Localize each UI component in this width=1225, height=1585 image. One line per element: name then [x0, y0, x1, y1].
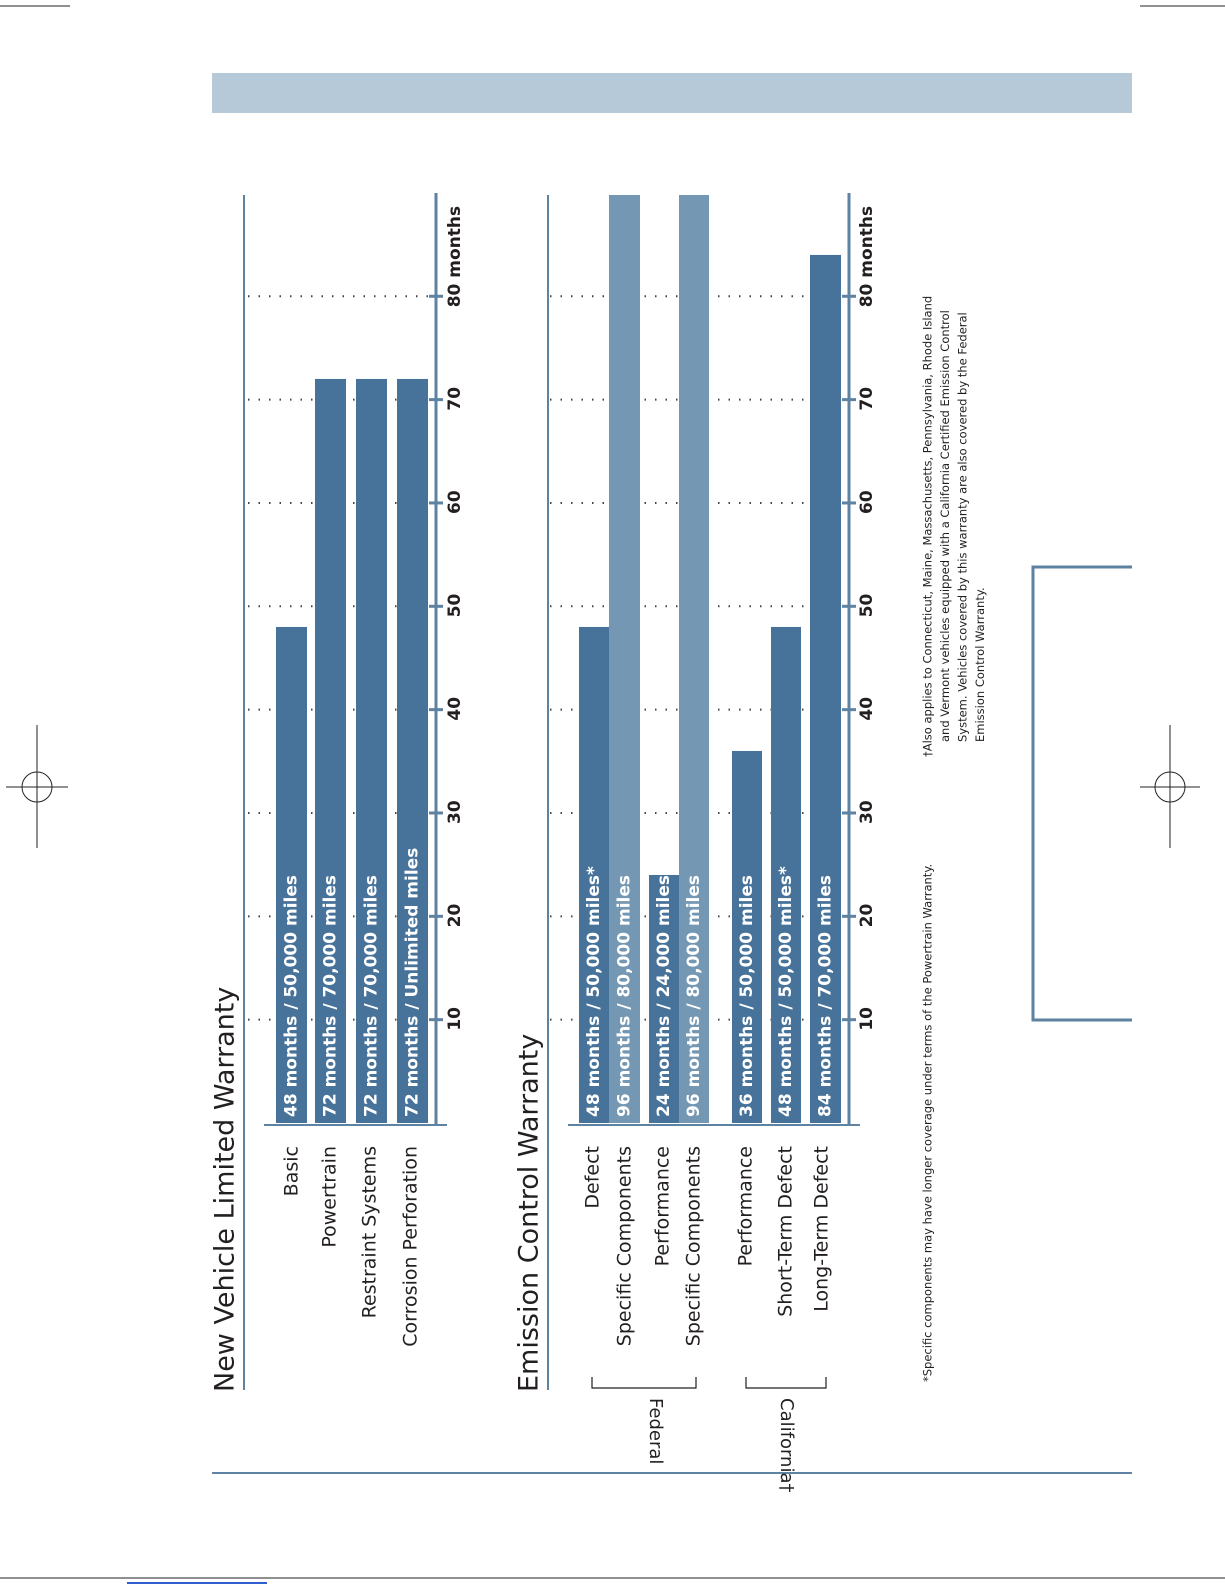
value-label: 36 months / 50,000 miles	[737, 875, 757, 1117]
bar	[356, 378, 387, 1123]
y-tick-label: 20	[857, 903, 877, 927]
bar	[771, 626, 801, 1123]
category-label: Performance	[652, 1146, 674, 1266]
value-label: 72 months / 70,000 miles	[362, 875, 382, 1117]
bar	[679, 195, 709, 1124]
value-label: 72 months / Unlimited miles	[403, 848, 423, 1117]
y-tick-label: 10	[445, 1007, 465, 1031]
y-tick-label: 70	[857, 387, 877, 411]
footnote-line: and Vermont vehicles equipped with a Cal…	[938, 310, 952, 742]
bar	[397, 378, 428, 1123]
y-tick-label: 10	[857, 1007, 877, 1031]
bar	[732, 750, 762, 1123]
header-band	[212, 73, 1132, 113]
category-label: Defect	[582, 1146, 604, 1209]
y-tick-label: 80 months	[445, 206, 465, 307]
y-tick-label: 30	[857, 800, 877, 824]
category-label: Specific Components	[683, 1146, 705, 1346]
category-label: Restraint Systems	[359, 1146, 381, 1318]
y-tick-label: 70	[445, 387, 465, 411]
value-label: 72 months / 70,000 miles	[321, 875, 341, 1117]
category-label: Basic	[281, 1146, 303, 1196]
chart-title: New Vehicle Limited Warranty	[210, 987, 241, 1392]
y-tick-label: 20	[445, 903, 465, 927]
category-label: Specific Components	[614, 1146, 636, 1346]
footnote: *Specific components may have longer cov…	[921, 864, 935, 1382]
group-label: California†	[776, 1398, 797, 1492]
footnote-line: Emission Control Warranty.	[973, 587, 987, 742]
value-label: 48 months / 50,000 miles*	[776, 866, 796, 1117]
category-label: Powertrain	[319, 1146, 341, 1248]
y-tick-label: 60	[857, 490, 877, 514]
value-label: 96 months / 80,000 miles	[615, 875, 635, 1117]
y-tick-label: 80 months	[857, 206, 877, 307]
crop-marks	[0, 5, 1225, 1579]
y-tick-label: 50	[857, 593, 877, 617]
value-label: 48 months / 50,000 miles	[282, 875, 302, 1117]
group-bracket	[745, 1377, 827, 1389]
side-box	[1031, 565, 1132, 1022]
chart-title: Emission Control Warranty	[514, 1034, 545, 1392]
category-label: Short-Term Defect	[775, 1146, 797, 1317]
y-tick-label: 50	[445, 593, 465, 617]
value-label: 24 months / 24,000 miles	[654, 875, 674, 1117]
category-label: Corrosion Perforation	[400, 1146, 422, 1347]
footnote-line: System. Vehicles covered by this warrant…	[956, 312, 970, 742]
value-label: 48 months / 50,000 miles*	[584, 866, 604, 1117]
y-tick-label: 30	[445, 800, 465, 824]
bar	[276, 626, 307, 1123]
y-tick-label: 60	[445, 490, 465, 514]
bar	[810, 254, 841, 1124]
value-label: 84 months / 70,000 miles	[816, 875, 836, 1117]
category-label: Performance	[735, 1146, 757, 1266]
bar	[649, 874, 679, 1123]
group-label: Federal	[645, 1398, 666, 1464]
y-tick-label: 40	[857, 697, 877, 721]
footnote-line: †Also applies to Connecticut, Maine, Mas…	[921, 296, 935, 757]
category-label: Long-Term Defect	[811, 1146, 833, 1312]
group-bracket	[591, 1377, 697, 1389]
value-label: 96 months / 80,000 miles	[684, 875, 704, 1117]
bar	[579, 626, 609, 1123]
bar	[315, 378, 346, 1123]
bar	[609, 195, 640, 1124]
y-tick-label: 40	[445, 697, 465, 721]
